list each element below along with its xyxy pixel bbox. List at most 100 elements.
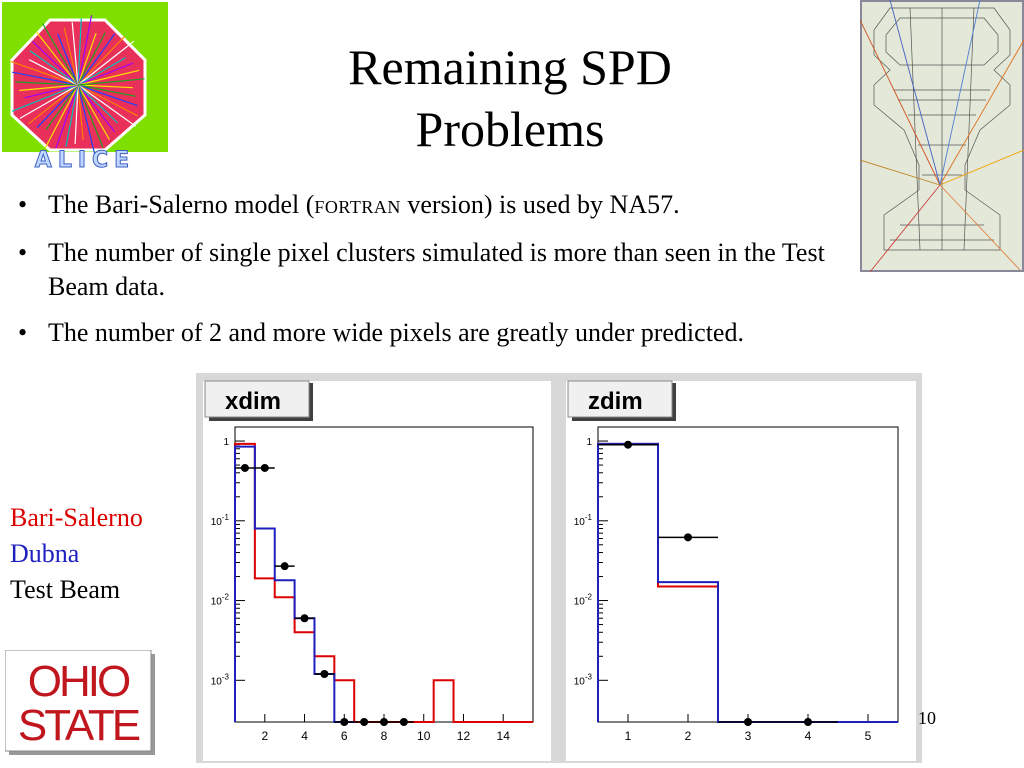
alice-ray <box>10 61 79 86</box>
plot-background <box>566 381 916 761</box>
alice-ray <box>19 84 79 92</box>
alice-ray <box>24 84 79 99</box>
alice-ray <box>77 62 134 86</box>
x-tick-label: 4 <box>301 729 308 743</box>
plot-background <box>203 381 551 761</box>
alice-ray <box>28 84 79 125</box>
alice-ray <box>55 84 79 149</box>
bullet-item-2: • The number of single pixel clusters sim… <box>18 238 825 301</box>
alice-ray <box>77 84 119 124</box>
alice-ray <box>32 40 79 86</box>
alice-ray <box>65 84 79 147</box>
alice-ray <box>77 84 96 155</box>
alice-ray <box>42 23 79 86</box>
legend: Bari-Salerno Dubna Test Beam <box>10 500 143 608</box>
alice-ray <box>77 15 93 86</box>
data-point <box>684 533 692 542</box>
title-line-2: Problems <box>415 101 605 157</box>
alice-ray <box>45 84 79 131</box>
bullet-list: • The Bari-Salerno model (FORTRAN version… <box>10 188 890 362</box>
alice-ray <box>15 81 79 86</box>
legend-test-beam: Test Beam <box>10 575 121 604</box>
x-tick-label: 2 <box>685 729 692 743</box>
ohio-logo-line-1: OHIO <box>28 657 130 706</box>
alice-ray <box>77 32 106 86</box>
step-series <box>234 442 533 723</box>
x-tick-label: 1 <box>625 729 632 743</box>
data-point <box>340 718 349 726</box>
alice-ray <box>36 31 79 86</box>
y-tick-label: 1 <box>586 437 592 448</box>
x-tick-label: 6 <box>341 729 348 743</box>
alice-ray <box>77 69 140 86</box>
data-point <box>300 614 309 623</box>
alice-ray <box>19 84 79 119</box>
data-point <box>399 718 408 726</box>
alice-ray <box>44 84 79 149</box>
alice-ray <box>77 84 138 107</box>
x-tick-label: 4 <box>805 729 812 743</box>
x-tick-label: 2 <box>261 729 268 743</box>
alice-ray <box>77 78 145 86</box>
x-tick-label: 8 <box>381 729 388 743</box>
alice-ray <box>77 33 116 86</box>
plot-title-box: xdim <box>204 380 313 421</box>
x-tick-label: 10 <box>417 729 431 743</box>
title-box <box>567 380 673 418</box>
alice-ray <box>77 84 84 140</box>
alice-ray <box>36 84 79 129</box>
alice-ray <box>71 22 79 86</box>
plot-title: zdim <box>588 388 643 415</box>
data-point <box>380 718 388 726</box>
ohio-state-logo: OHIO STATE <box>5 650 155 755</box>
ohio-logo-line-2: STATE <box>18 701 140 750</box>
alice-ray <box>12 71 79 86</box>
alice-ray <box>77 84 104 148</box>
data-point <box>320 669 329 678</box>
legend-dubna: Dubna <box>10 539 80 568</box>
alice-logo: ALICE <box>2 2 168 170</box>
data-point <box>280 562 289 571</box>
alice-ray <box>77 36 125 86</box>
slide-number: 10 <box>918 708 936 728</box>
alice-logo-text: ALICE <box>35 148 135 170</box>
alice-ray <box>77 84 137 97</box>
plot-title-box: zdim <box>567 380 676 421</box>
legend-bari-salerno: Bari-Salerno <box>10 503 143 532</box>
alice-ray <box>77 84 115 132</box>
y-tick-label: 1 <box>223 437 229 448</box>
alice-ray <box>77 40 135 86</box>
alice-ray <box>77 84 138 117</box>
data-point <box>624 440 632 449</box>
slide-title: Remaining SPD Problems <box>250 36 770 160</box>
x-tick-label: 5 <box>865 729 872 743</box>
alice-ray <box>11 84 79 112</box>
data-point <box>360 718 369 726</box>
title-line-1: Remaining SPD <box>348 39 672 95</box>
data-point <box>744 718 752 726</box>
detector-drawing <box>860 0 1024 272</box>
x-tick-label: 12 <box>457 729 471 743</box>
bullet-item-3: • The number of 2 and more wide pixels ar… <box>18 318 744 347</box>
x-tick-label: 14 <box>497 729 511 743</box>
alice-ray <box>57 33 79 86</box>
data-point <box>240 463 249 472</box>
alice-ray <box>77 84 110 140</box>
plot-title: xdim <box>225 388 281 415</box>
title-box <box>204 380 310 418</box>
alice-ray <box>77 57 126 86</box>
data-point <box>260 463 269 472</box>
alice-ray <box>74 84 79 144</box>
data-point <box>804 718 812 726</box>
alice-ray <box>29 50 79 86</box>
alice-ray <box>28 59 79 86</box>
alice-ray <box>77 32 97 86</box>
alice-ray <box>77 84 133 89</box>
x-tick-label: 3 <box>745 729 752 743</box>
alice-ray <box>63 27 79 86</box>
alice-ray <box>77 18 82 86</box>
alice-ray <box>77 84 137 127</box>
